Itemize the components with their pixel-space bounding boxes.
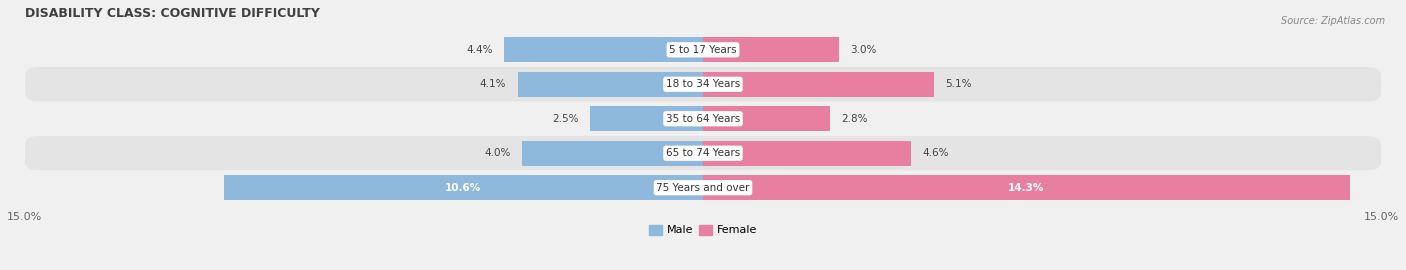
FancyBboxPatch shape <box>24 170 1382 205</box>
Text: 5 to 17 Years: 5 to 17 Years <box>669 45 737 55</box>
Text: 3.0%: 3.0% <box>851 45 876 55</box>
FancyBboxPatch shape <box>24 67 1382 102</box>
Text: 4.1%: 4.1% <box>479 79 506 89</box>
Text: 2.8%: 2.8% <box>841 114 868 124</box>
Bar <box>517 72 703 97</box>
FancyBboxPatch shape <box>24 136 1382 170</box>
Text: 10.6%: 10.6% <box>446 183 481 193</box>
Text: 4.4%: 4.4% <box>467 45 492 55</box>
Text: DISABILITY CLASS: COGNITIVE DIFFICULTY: DISABILITY CLASS: COGNITIVE DIFFICULTY <box>24 7 319 20</box>
Text: 2.5%: 2.5% <box>553 114 579 124</box>
Bar <box>591 106 703 131</box>
Bar <box>703 141 911 166</box>
Bar <box>703 175 1350 200</box>
Bar <box>224 175 703 200</box>
Text: 75 Years and over: 75 Years and over <box>657 183 749 193</box>
Bar <box>522 141 703 166</box>
Bar <box>703 72 934 97</box>
Text: 4.6%: 4.6% <box>922 148 949 158</box>
Bar <box>703 37 839 62</box>
Text: 5.1%: 5.1% <box>945 79 972 89</box>
FancyBboxPatch shape <box>24 102 1382 136</box>
Text: 35 to 64 Years: 35 to 64 Years <box>666 114 740 124</box>
Text: 18 to 34 Years: 18 to 34 Years <box>666 79 740 89</box>
Text: 65 to 74 Years: 65 to 74 Years <box>666 148 740 158</box>
FancyBboxPatch shape <box>24 33 1382 67</box>
Text: 4.0%: 4.0% <box>485 148 510 158</box>
Bar <box>503 37 703 62</box>
Bar <box>703 106 830 131</box>
Text: 14.3%: 14.3% <box>1008 183 1045 193</box>
Legend: Male, Female: Male, Female <box>644 220 762 240</box>
Text: Source: ZipAtlas.com: Source: ZipAtlas.com <box>1281 16 1385 26</box>
